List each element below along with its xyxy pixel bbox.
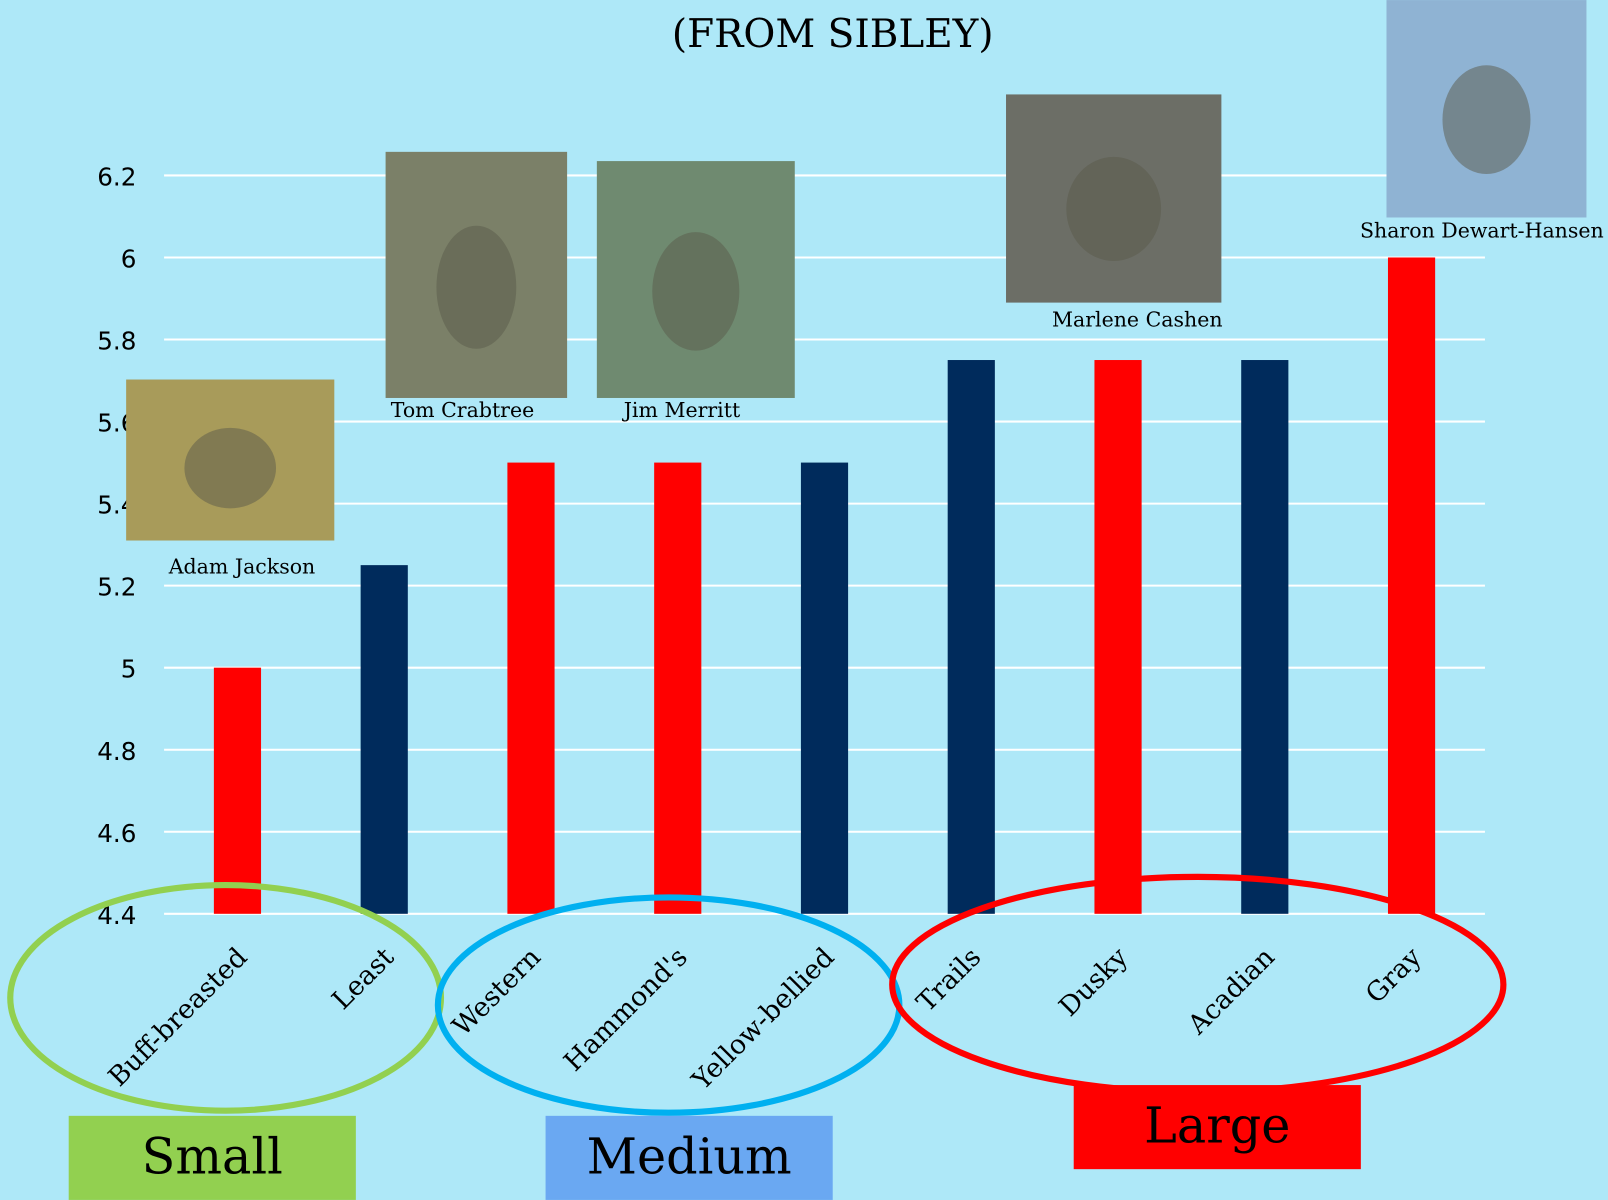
bar (214, 668, 261, 914)
photo-credit: Adam Jackson (168, 555, 316, 579)
y-tick-label: 5 (121, 655, 137, 684)
photo-credit: Sharon Dewart-Hansen (1360, 218, 1604, 242)
y-tick-label: 4.6 (97, 819, 136, 848)
bar (1388, 257, 1435, 913)
y-tick-label: 5.2 (97, 573, 136, 602)
bird-silhouette (1442, 65, 1530, 174)
bar (1094, 360, 1141, 914)
group-label: Medium (587, 1127, 792, 1185)
photo-credit: Tom Crabtree (391, 398, 535, 422)
y-tick-label: 6.2 (97, 163, 136, 192)
bar (507, 463, 554, 914)
bird-silhouette (1066, 157, 1161, 261)
photo-credit: Marlene Cashen (1052, 308, 1223, 332)
bar (801, 463, 848, 914)
group-label: Large (1144, 1097, 1290, 1155)
y-tick-label: 6 (121, 245, 137, 274)
y-tick-label: 5.8 (97, 327, 136, 356)
y-tick-label: 4.8 (97, 737, 136, 766)
bar (1241, 360, 1288, 914)
photo-credit: Jim Merritt (622, 398, 741, 422)
bar (361, 565, 408, 914)
bird-silhouette (436, 226, 516, 349)
chart-title: (FROM SIBLEY) (672, 12, 994, 57)
bird-silhouette (184, 428, 276, 509)
bar (654, 463, 701, 914)
group-label: Small (142, 1127, 283, 1185)
bird-silhouette (652, 232, 739, 350)
chart: (FROM SIBLEY) 4.44.64.855.25.45.65.866.2… (0, 0, 1608, 1200)
bar (948, 360, 995, 914)
